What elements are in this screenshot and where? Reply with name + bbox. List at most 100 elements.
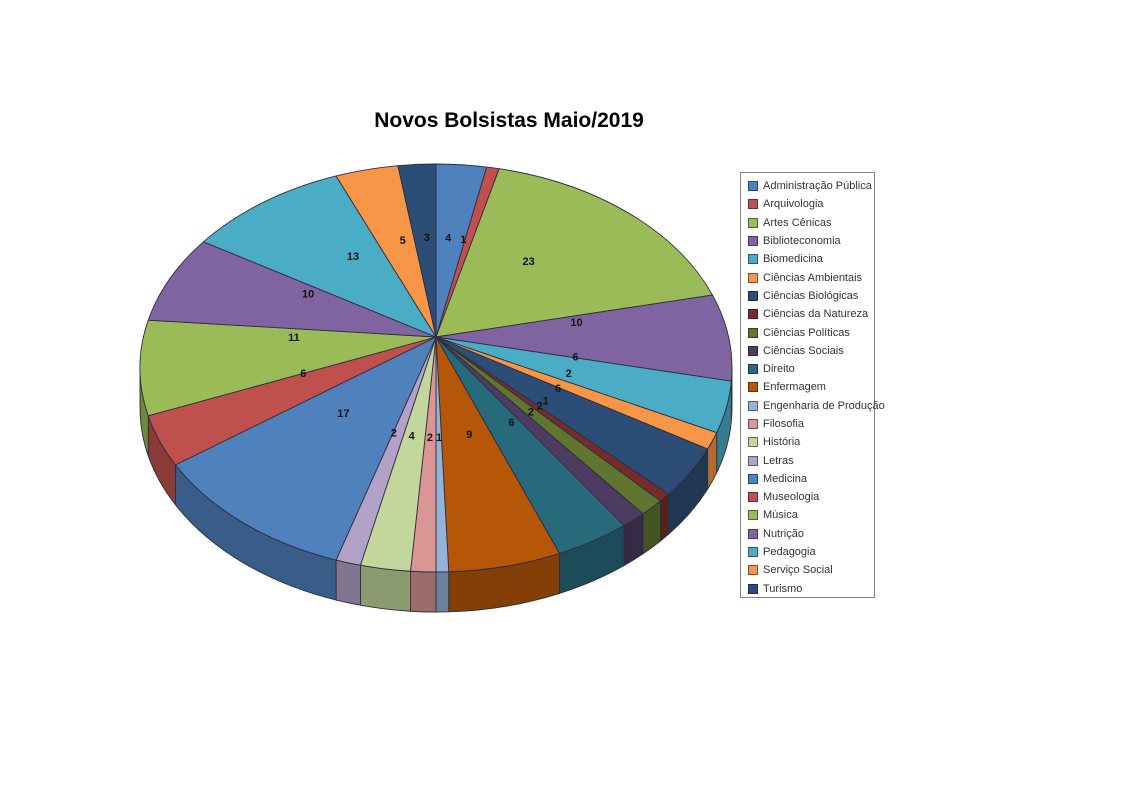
pie-slice [435,294,733,382]
legend-label: Turismo [763,582,803,595]
slice-value-label: 6 [555,383,561,395]
legend-item: Biblioteconomia [748,232,874,250]
legend-swatch [748,382,758,393]
legend-swatch [748,272,758,283]
legend-item: Administração Pública [748,177,874,195]
legend-swatch [748,419,758,429]
legend: Administração Pública Arquivologia Artes C… [740,172,885,598]
legend-label: Enfermagem [763,381,826,394]
legend-label: Nutrição [763,527,804,540]
legend-item: Música [748,506,874,524]
legend-label: Letras [763,454,794,467]
legend-label: Ciências Ambientais [763,271,863,284]
legend-label: Administração Pública [763,180,872,193]
slice-value-label: 11 [288,332,300,344]
legend-swatch [748,583,758,594]
pie-slice [175,336,437,561]
pie-slice-side [335,559,361,606]
pie-slice-side [359,564,411,612]
slice-value-label: 6 [572,351,578,363]
legend-swatch [748,547,758,558]
slice-value-label: 2 [566,368,572,380]
slice-value-label: 1 [436,432,442,444]
legend-label: Museologia [763,491,820,504]
legend-label: Ciências Políticas [763,326,850,339]
slice-value-label: 2 [528,406,534,418]
legend-label: História [763,436,801,449]
slice-value-label: 1 [543,396,549,408]
slice-value-label: 4 [445,232,452,244]
pie-slice [397,163,437,338]
legend-label: Ciências da Natureza [763,308,869,321]
pie-top-slices [139,163,733,573]
legend-label: Direito [763,363,795,376]
legend-label: Pedagogia [763,546,816,559]
legend-item: Ciências Políticas [748,323,874,341]
legend-label: Ciências Sociais [763,344,844,357]
legend-item: Letras [748,451,874,469]
legend-label: Filosofia [763,418,804,430]
legend-swatch [748,345,758,356]
slice-value-label: 6 [508,417,514,429]
pie-slice-side [435,571,450,613]
legend-swatch [748,400,758,411]
legend-label: Engenharia de Produção [763,399,885,412]
legend-swatch [748,217,758,228]
legend-swatch [748,455,758,466]
legend-item: Biomedicina [748,250,874,268]
legend-label: Serviço Social [763,564,833,577]
legend-item: Direito [748,360,874,378]
legend-item: Turismo [748,580,874,598]
pie-slice [147,241,437,338]
legend-swatch [748,254,758,265]
legend-item: Ciências Sociais [748,342,874,360]
legend-item: Filosofia [748,415,874,433]
legend-swatch [748,309,758,320]
legend-swatch [748,528,758,539]
slice-value-label: 17 [337,408,349,420]
legend-item: Engenharia de Produção [748,397,885,415]
legend-swatch [748,236,758,247]
pie-slice-side [660,493,669,542]
slice-value-label: 10 [570,317,582,329]
chart-title: Novos Bolsistas Maio/2019 [374,109,644,132]
slice-value-label: 13 [347,251,359,263]
legend-label: Artes Cênicas [763,216,832,229]
slice-value-label: 6 [300,368,306,380]
legend-label: Biomedicina [763,253,823,266]
legend-item: Museologia [748,488,874,506]
legend-swatch [748,492,758,503]
slice-value-label: 2 [537,400,543,412]
slice-value-label: 2 [391,428,397,440]
legend-swatch [748,181,758,192]
pie-slice [203,175,437,338]
legend-item: Artes Cênicas [748,214,874,232]
pie-slice [435,168,713,338]
slice-value-label: 10 [302,288,314,300]
legend-item: Ciências da Natureza [748,305,874,323]
slice-value-label: 3 [424,232,430,244]
slice-value-label: 1 [460,234,466,246]
legend-item: Ciências Biológicas [748,287,874,305]
legend-swatch [748,565,758,576]
legend-item: Arquivologia [748,195,874,213]
legend-label: Medicina [763,472,808,485]
legend-swatch [748,510,758,521]
legend-label: Ciências Biológicas [763,289,859,302]
legend-label: Biblioteconomia [763,235,841,248]
legend-item: História [748,433,874,451]
slice-value-label: 2 [427,432,433,444]
legend-swatch [748,473,758,484]
legend-item: Pedagogia [748,543,874,561]
legend-swatch [748,437,758,448]
legend-item: Enfermagem [748,378,874,396]
legend-swatch [748,364,758,375]
pie-slice-side [410,570,437,613]
pie-side-walls [139,367,733,613]
legend-item: Medicina [748,470,874,488]
legend-swatch [748,199,758,210]
slice-value-label: 4 [409,431,416,443]
